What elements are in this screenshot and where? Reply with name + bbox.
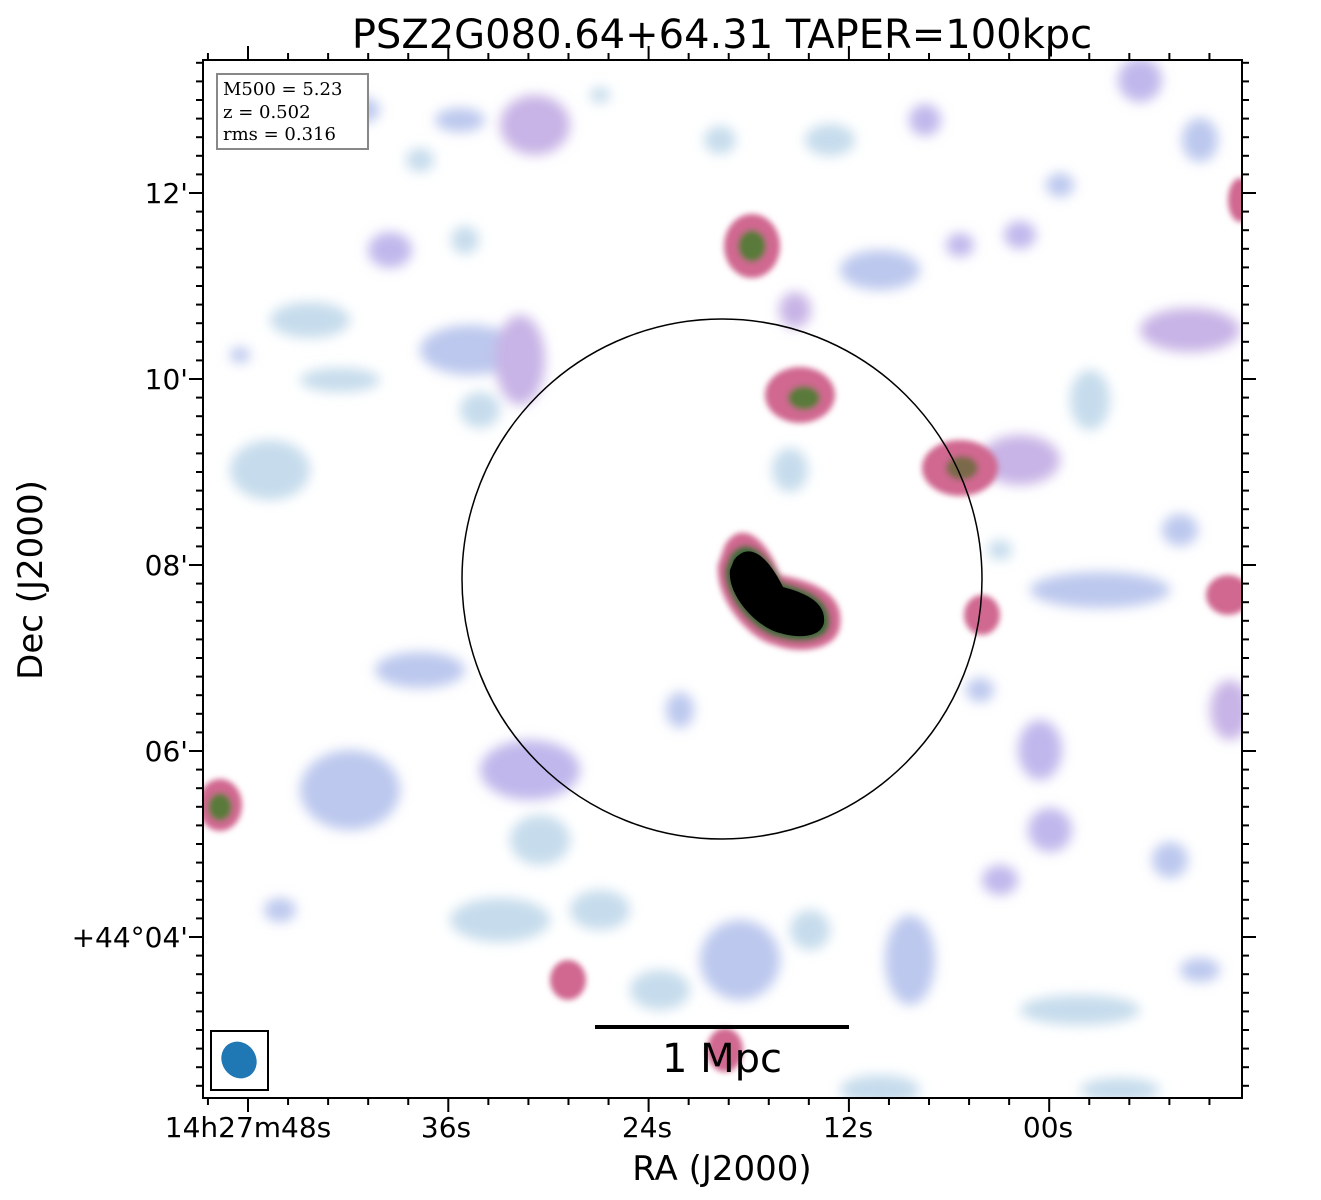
info-box-frame [216,73,369,150]
emission-blob [264,898,296,922]
emission-blob [368,232,412,268]
emission-blob [885,915,935,1005]
emission-blob [666,692,694,728]
emission-blob [988,540,1012,560]
source-blob [1228,178,1242,222]
emission-blob [1210,680,1242,740]
emission-blob [1118,60,1162,102]
emission-blob [704,126,736,154]
emission-blob [946,233,974,257]
emission-blob [772,448,808,492]
info-m500: M500 = 5.23 [223,79,342,100]
emission-blob [1070,370,1110,430]
emission-blob [982,865,1018,895]
emission-blob [1046,173,1074,197]
y-tick-label: 06' [145,735,188,768]
central-source-core [729,551,825,637]
beam-box [210,1030,269,1091]
y-tick-label: 08' [145,549,188,582]
emission-blob [840,250,920,290]
scale-bar: 1 Mpc [595,1025,849,1082]
y-axis-label: Dec (J2000) [11,480,51,680]
emission-blob [230,440,310,500]
y-tick-label: 12' [145,177,188,210]
emission-blob [790,910,830,950]
emission-blob [406,148,434,172]
x-ticks [206,46,1211,1112]
emission-blob [840,1075,920,1098]
emission-blob [510,815,570,865]
info-redshift: z = 0.502 [223,102,311,123]
emission-blob [1080,1078,1160,1098]
x-tick-label: 12s [823,1111,873,1144]
emission-blob [805,124,855,156]
emission-blob [1004,221,1036,249]
emission-blob [779,292,811,328]
emission-blob [1162,514,1198,546]
emission-blob [1180,958,1220,982]
info-rms: rms = 0.316 [223,124,336,145]
emission-blob [270,302,350,338]
emission-blob [375,652,465,688]
emission-blob [1030,572,1170,608]
source-core [788,386,820,410]
beam-ellipse [221,1041,257,1079]
x-tick-label: 14h27m48s [165,1111,332,1144]
emission-blob [1020,995,1140,1025]
source-blob [964,595,1000,635]
emission-blob [980,435,1060,485]
aperture-circle [461,318,983,840]
source-blob [550,960,586,1000]
y-ticks [189,61,1256,1087]
source-core [208,793,232,821]
emission-blob [495,315,545,405]
emission-blob [570,890,630,930]
emission-blob [300,750,400,830]
y-tick-label: +44°04' [72,921,188,954]
emission-blob [450,898,550,942]
faint-emission [230,60,1242,1098]
emission-blob [451,226,479,254]
emission-blob [909,104,941,136]
emission-blob [966,678,994,702]
chart-title: PSZ2G080.64+64.31 TAPER=100kpc [352,12,1092,58]
emission-blob [230,347,250,363]
x-tick-label: 36s [421,1111,471,1144]
emission-blob [480,740,580,800]
x-tick-label: 24s [622,1111,672,1144]
scale-bar-label: 1 Mpc [662,1036,782,1082]
emission-blob [300,368,380,392]
emission-map [203,60,1242,1098]
emission-blob [1182,118,1218,162]
x-tick-label: 00s [1023,1111,1073,1144]
emission-blob [1028,808,1072,852]
emission-blob [700,920,780,1000]
emission-blob [420,325,520,375]
source-core [738,230,766,262]
x-axis-label: RA (J2000) [632,1149,811,1189]
emission-blob [1152,842,1188,878]
emission-blob [1018,720,1062,780]
emission-blob [630,970,690,1010]
plot-frame [202,59,1243,1099]
emission-blob [500,95,570,155]
source-blob [1206,575,1242,615]
source-core [946,456,978,480]
y-tick-label: 10' [145,363,188,396]
info-box: M500 = 5.23 z = 0.502 rms = 0.316 [216,73,369,150]
emission-blob [590,87,610,103]
emission-blob [1140,308,1240,352]
emission-blob [460,392,500,428]
emission-blob [435,108,485,132]
source-blob [707,1028,743,1072]
